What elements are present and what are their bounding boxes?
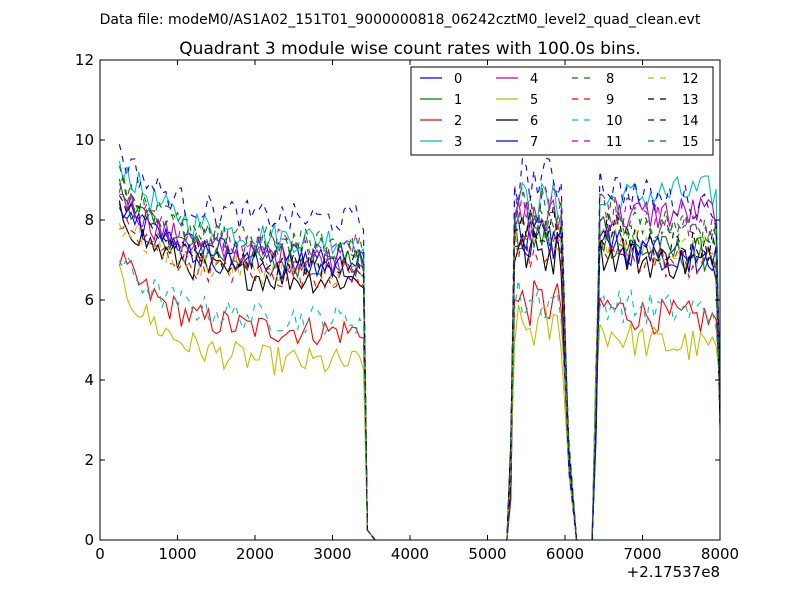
legend-entry-8: 8	[572, 72, 614, 87]
legend-label: 7	[530, 135, 538, 150]
figure-suptitle: Data file: modeM0/AS1A02_151T01_90000008…	[100, 12, 701, 28]
legend-entry-9: 9	[572, 93, 614, 108]
legend-entry-6: 6	[496, 114, 538, 129]
legend-entry-5: 5	[496, 93, 538, 108]
legend-label: 3	[454, 135, 462, 150]
legend-label: 10	[606, 114, 623, 129]
x-tick-label: 2000	[236, 545, 274, 563]
series-line-9	[119, 218, 721, 541]
chart-title: Quadrant 3 module wise count rates with …	[179, 39, 640, 59]
legend-entry-2: 2	[420, 114, 462, 129]
series-line-14	[118, 144, 721, 541]
y-tick-label: 2	[84, 451, 94, 469]
ticks-layer: 0 1000 2000 3000 4000 5000 6000 7000 80000246810…	[75, 51, 739, 563]
legend-label: 11	[606, 135, 623, 150]
legend-box	[410, 66, 714, 156]
series-line-5	[118, 264, 721, 541]
x-tick-label: 4000	[391, 545, 429, 563]
x-tick-label: 1000	[158, 545, 196, 563]
legend-label: 5	[530, 93, 538, 108]
series-line-12	[118, 214, 721, 541]
legend-entry-7: 7	[496, 135, 538, 150]
legend-entry-10: 10	[572, 114, 623, 129]
legend-label: 1	[454, 93, 462, 108]
legend-label: 2	[454, 114, 462, 129]
legend-label: 0	[454, 72, 462, 87]
y-tick-label: 10	[75, 131, 94, 149]
legend-label: 13	[682, 93, 699, 108]
series-line-2	[118, 250, 721, 541]
legend-entry-14: 14	[648, 114, 699, 129]
x-tick-label: 7000	[623, 545, 661, 563]
series-line-7	[118, 207, 721, 541]
x-offset-label: +2.17537e8	[627, 563, 720, 581]
series-line-6	[118, 200, 721, 541]
legend-entry-13: 13	[648, 93, 699, 108]
legend-entry-3: 3	[420, 135, 462, 150]
legend-label: 4	[530, 72, 538, 87]
y-tick-label: 4	[84, 371, 94, 389]
y-tick-label: 0	[84, 531, 94, 549]
x-tick-label: 8000	[701, 545, 739, 563]
x-tick-label: 5000	[468, 545, 506, 563]
legend-label: 15	[682, 135, 699, 150]
legend-entry-0: 0	[420, 72, 462, 87]
legend-entry-4: 4	[496, 72, 538, 87]
legend-entry-12: 12	[648, 72, 699, 87]
legend-entry-15: 15	[648, 135, 699, 150]
legend-label: 12	[682, 72, 699, 87]
series-line-15	[118, 165, 721, 541]
y-tick-label: 8	[84, 211, 94, 229]
legend-entry-11: 11	[572, 135, 623, 150]
series-line-13	[118, 195, 721, 541]
series-layer	[118, 144, 721, 541]
x-tick-label: 3000	[313, 545, 351, 563]
legend-label: 8	[606, 72, 614, 87]
legend-label: 9	[606, 93, 614, 108]
legend-entry-1: 1	[420, 93, 462, 108]
x-tick-label: 0	[95, 545, 105, 563]
legend-label: 14	[682, 114, 699, 129]
y-tick-label: 12	[75, 51, 94, 69]
y-tick-label: 6	[84, 291, 94, 309]
x-tick-label: 6000	[546, 545, 584, 563]
series-line-8	[118, 173, 721, 541]
legend-label: 6	[530, 114, 538, 129]
series-line-11	[118, 183, 721, 541]
